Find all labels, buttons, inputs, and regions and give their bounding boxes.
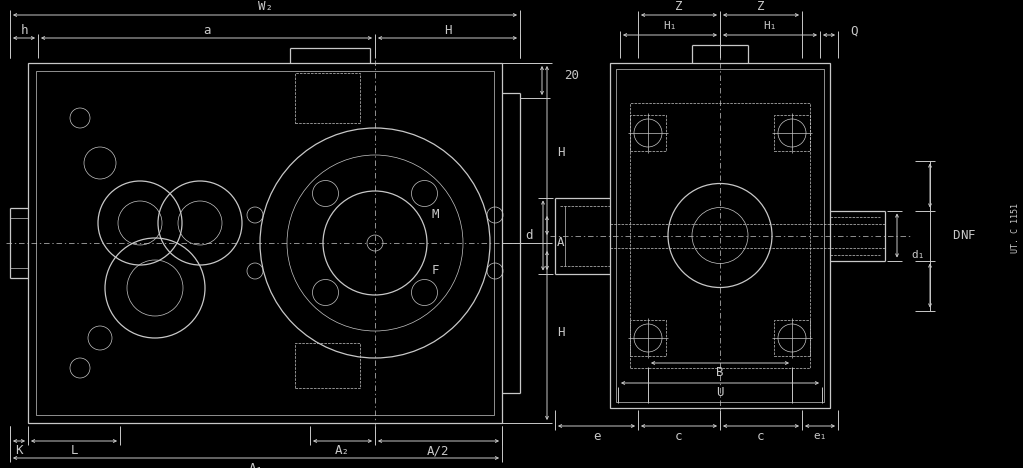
Text: c: c (675, 430, 682, 443)
Bar (774, 320, 810, 356)
Text: M: M (432, 209, 439, 221)
Bar (36, 71, 494, 415)
Bar (295, 343, 360, 388)
Bar (28, 63, 502, 423)
Text: c: c (757, 430, 765, 443)
Text: U: U (716, 387, 723, 400)
Bar (610, 63, 830, 408)
Text: h: h (20, 23, 28, 37)
Text: A/2: A/2 (428, 445, 450, 458)
Bar (774, 115, 810, 151)
Text: A: A (557, 236, 565, 249)
Text: 20: 20 (564, 69, 579, 82)
Text: N: N (960, 229, 968, 242)
Bar (630, 320, 666, 356)
Text: a: a (203, 23, 211, 37)
Text: e: e (592, 430, 601, 443)
Text: Z: Z (675, 0, 682, 13)
Text: A₂: A₂ (335, 445, 350, 458)
Text: H: H (557, 146, 565, 160)
Text: D: D (952, 229, 960, 242)
Text: Z: Z (757, 0, 765, 13)
Text: e₁: e₁ (813, 431, 827, 441)
Text: d: d (525, 229, 533, 242)
Text: K: K (15, 445, 23, 458)
Text: F: F (432, 264, 439, 278)
Text: W₂: W₂ (258, 0, 272, 14)
Text: Q: Q (850, 24, 857, 37)
Text: B: B (716, 366, 723, 380)
Text: F: F (968, 229, 976, 242)
Bar (616, 69, 824, 402)
Text: UT. C 1151: UT. C 1151 (1011, 203, 1020, 253)
Text: H₁: H₁ (763, 21, 776, 31)
Text: d₁: d₁ (911, 250, 925, 261)
Text: L: L (71, 445, 78, 458)
Bar (630, 103, 810, 368)
Text: H: H (444, 23, 451, 37)
Bar (630, 115, 666, 151)
Text: H: H (557, 327, 565, 339)
Text: A₁: A₁ (249, 461, 264, 468)
Text: H₁: H₁ (663, 21, 677, 31)
Bar (295, 73, 360, 123)
